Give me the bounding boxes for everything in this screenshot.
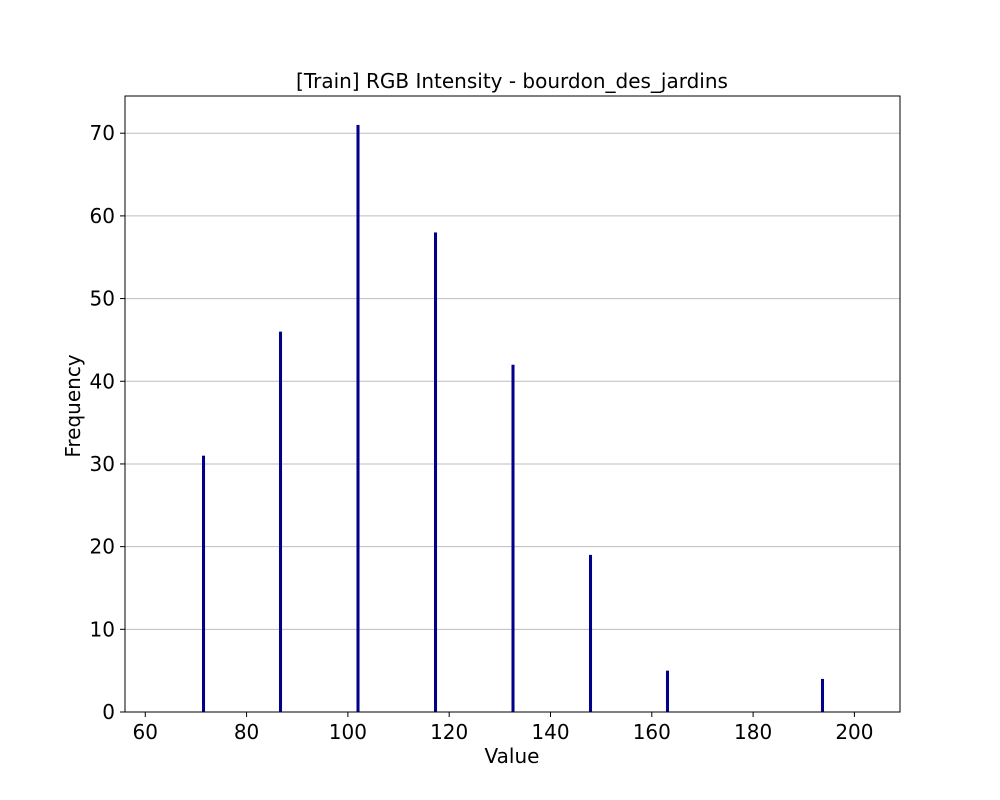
y-tick-label: 60	[90, 204, 115, 228]
x-tick-label: 60	[133, 720, 158, 744]
x-tick-label: 80	[234, 720, 259, 744]
x-tick-label: 100	[329, 720, 367, 744]
x-tick-label: 120	[430, 720, 468, 744]
chart-title: [Train] RGB Intensity - bourdon_des_jard…	[296, 69, 728, 93]
y-tick-label: 70	[90, 121, 115, 145]
y-tick-label: 20	[90, 535, 115, 559]
histogram-bar	[278, 331, 283, 712]
histogram-bar	[356, 124, 360, 713]
x-tick-label: 200	[835, 720, 873, 744]
histogram-bar	[433, 232, 438, 712]
x-tick-label: 140	[531, 720, 569, 744]
y-tick-label: 10	[90, 617, 115, 641]
x-axis-label: Value	[485, 744, 540, 768]
y-tick-label: 40	[90, 369, 115, 393]
histogram-bar	[588, 554, 593, 712]
y-tick-label: 0	[102, 700, 115, 724]
x-tick-label: 180	[734, 720, 772, 744]
y-axis-label: Frequency	[61, 354, 85, 457]
plot-frame	[124, 95, 901, 713]
bars	[201, 124, 825, 713]
histogram-bar	[511, 364, 515, 712]
y-tick-label: 30	[90, 452, 115, 476]
histogram-bar	[201, 455, 206, 712]
x-axis-ticks: 60 80 100 120 140 160 180 200	[133, 712, 874, 744]
y-axis-ticks: 0 10 20 30 40 50 60 70	[90, 121, 125, 724]
y-tick-label: 50	[90, 287, 115, 311]
x-tick-label: 160	[633, 720, 671, 744]
histogram-bar	[665, 670, 670, 712]
histogram-bar	[820, 678, 825, 712]
